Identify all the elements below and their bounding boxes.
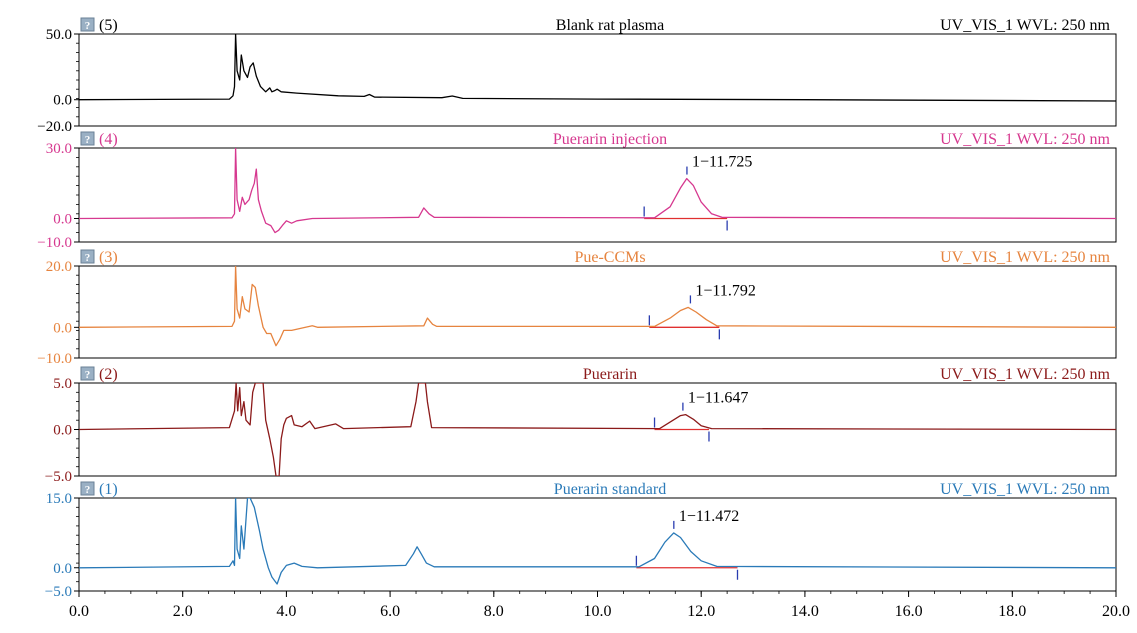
y-tick-label: 0.0 <box>53 561 72 577</box>
help-icon <box>80 249 95 264</box>
x-tick-label: 2.0 <box>173 603 193 620</box>
help-icon-glyph: ? <box>85 484 91 496</box>
x-tick-label: 12.0 <box>687 603 715 620</box>
detector-label: UV_VIS_1 WVL: 250 nm <box>940 366 1110 383</box>
detector-label: UV_VIS_1 WVL: 250 nm <box>940 249 1110 266</box>
panel-title: Puerarin <box>583 366 637 383</box>
x-tick-label: 8.0 <box>484 603 504 620</box>
panel-id: (2) <box>99 366 118 383</box>
x-tick-label: 18.0 <box>998 603 1026 620</box>
trace-line <box>79 383 1116 476</box>
y-tick-label: −5.0 <box>45 469 72 485</box>
detector-label: UV_VIS_1 WVL: 250 nm <box>940 17 1110 34</box>
help-icon-glyph: ? <box>85 252 91 264</box>
y-tick-label: 50.0 <box>46 27 72 43</box>
trace-line <box>79 266 1116 347</box>
peak-label: 1−11.472 <box>679 508 739 525</box>
x-tick-label: 4.0 <box>276 603 296 620</box>
y-tick-label: −20.0 <box>37 119 72 135</box>
panel-id: (1) <box>99 481 118 498</box>
help-icon-glyph: ? <box>85 20 91 32</box>
help-icon-glyph: ? <box>85 134 91 146</box>
panel-title: Pue-CCMs <box>574 249 645 266</box>
y-tick-label: −10.0 <box>37 351 72 367</box>
help-icon <box>80 131 95 146</box>
help-icon <box>80 366 95 381</box>
trace-line <box>79 148 1116 234</box>
x-tick-label: 0.0 <box>69 603 89 620</box>
y-tick-label: 0.0 <box>53 320 72 336</box>
y-tick-label: 30.0 <box>46 141 72 157</box>
y-tick-label: 0.0 <box>53 212 72 228</box>
panel-title: Puerarin standard <box>554 481 666 498</box>
trace-line <box>79 498 1116 585</box>
panel-id: (5) <box>99 17 118 34</box>
y-tick-label: 15.0 <box>46 491 72 507</box>
y-tick-label: 20.0 <box>46 259 72 275</box>
y-tick-label: −10.0 <box>37 235 72 251</box>
y-tick-label: −5.0 <box>45 584 72 600</box>
panel-id: (3) <box>99 249 118 266</box>
help-icon <box>80 481 95 496</box>
panel-id: (4) <box>99 131 118 148</box>
x-tick-label: 10.0 <box>584 603 612 620</box>
panel-title: Blank rat plasma <box>556 17 664 34</box>
peak-label: 1−11.725 <box>692 154 752 171</box>
help-icon-glyph: ? <box>85 369 91 381</box>
help-icon <box>80 17 95 32</box>
y-tick-label: 0.0 <box>53 423 72 439</box>
detector-label: UV_VIS_1 WVL: 250 nm <box>940 481 1110 498</box>
trace-line <box>79 34 1116 102</box>
peak-label: 1−11.792 <box>695 282 755 299</box>
panel-title: Puerarin injection <box>553 131 667 148</box>
y-tick-label: 5.0 <box>53 376 72 392</box>
x-tick-label: 16.0 <box>895 603 923 620</box>
detector-label: UV_VIS_1 WVL: 250 nm <box>940 131 1110 148</box>
x-tick-label: 20.0 <box>1102 603 1130 620</box>
peak-label: 1−11.647 <box>688 390 748 407</box>
x-tick-label: 14.0 <box>791 603 819 620</box>
y-tick-label: 0.0 <box>53 93 72 109</box>
x-tick-label: 6.0 <box>380 603 400 620</box>
